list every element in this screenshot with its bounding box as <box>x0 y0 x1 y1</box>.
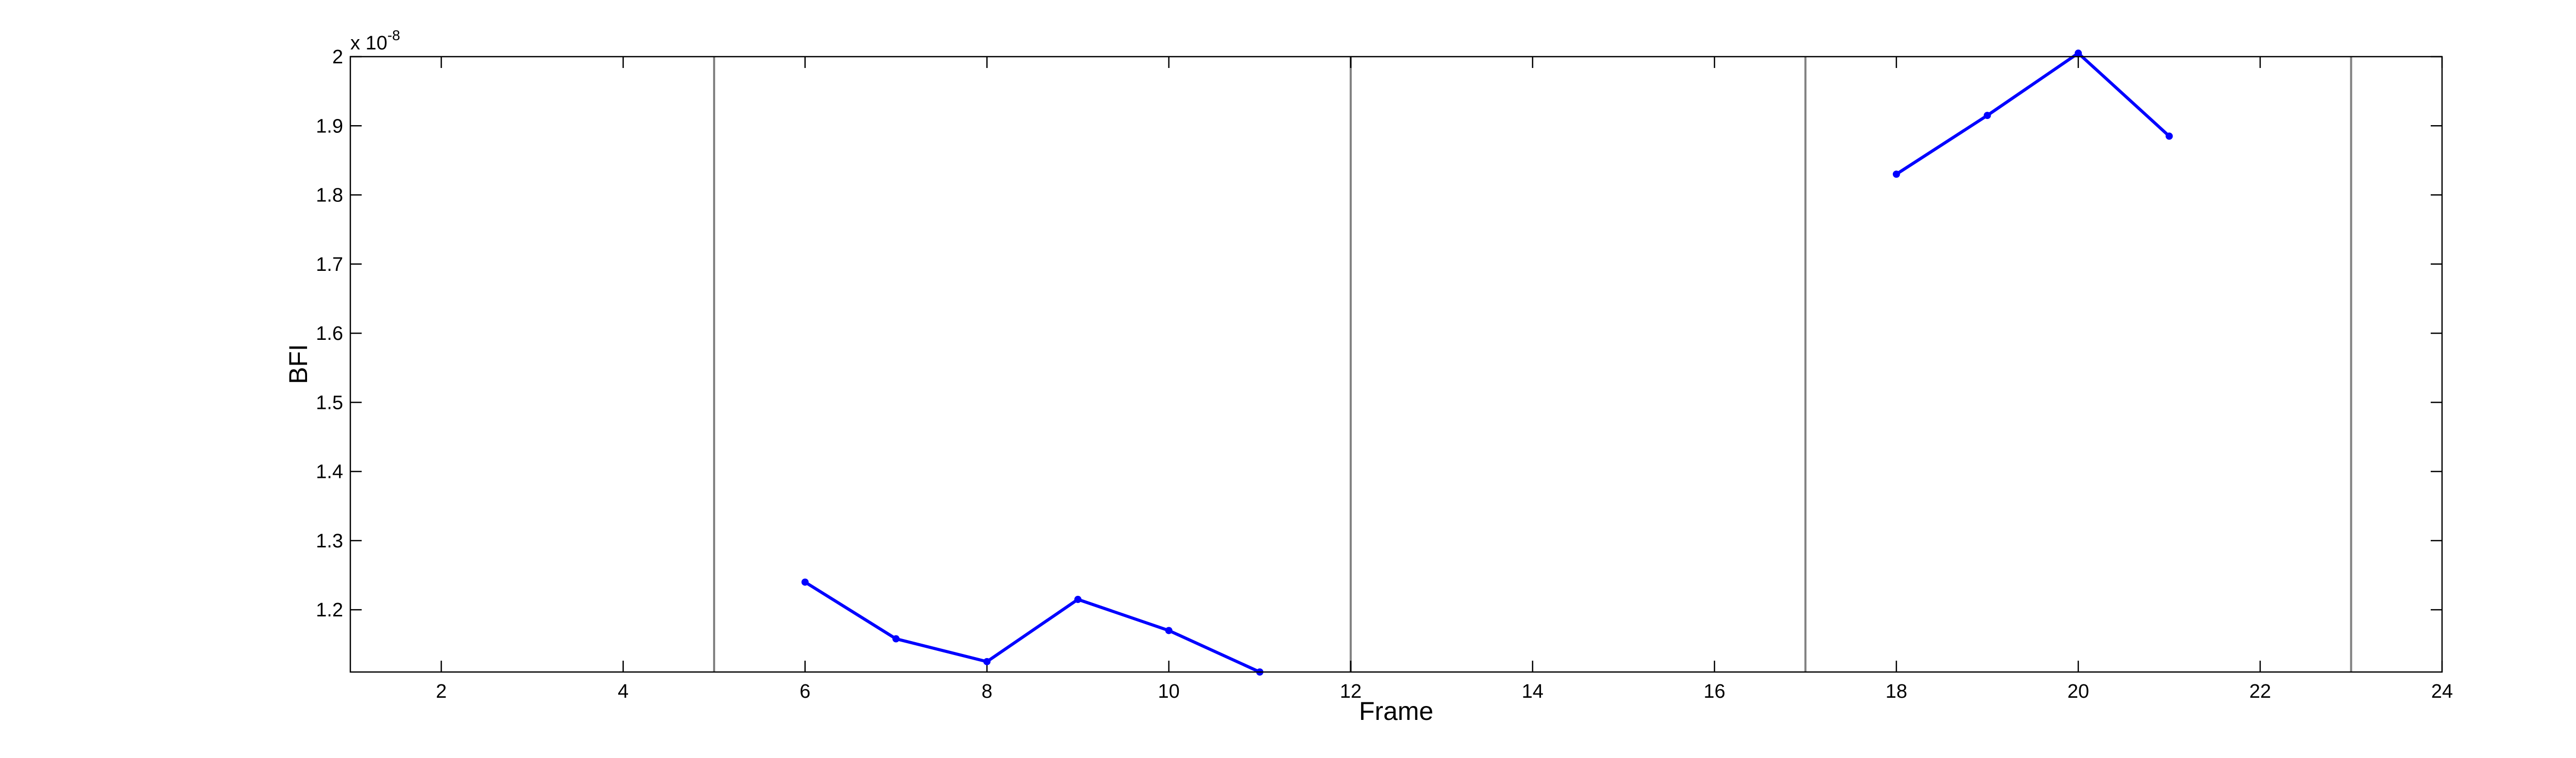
data-point <box>2165 132 2173 140</box>
data-point <box>2074 49 2082 57</box>
series-line <box>1895 51 2171 176</box>
y-tick-label: 1.8 <box>316 185 343 206</box>
y-axis-label: BFI <box>284 344 313 384</box>
vertical-divider-lines <box>713 57 2352 672</box>
plot-area-background <box>350 57 2442 672</box>
y-tick-label: 1.7 <box>316 254 343 275</box>
y-tick-label: 1.6 <box>316 323 343 344</box>
y-tick-labels: 1.2 1.3 1.4 1.5 1.6 1.7 1.8 1.9 2 <box>316 46 343 621</box>
x-tick-label: 22 <box>2249 681 2271 702</box>
y-tick-label: 1.3 <box>316 530 343 552</box>
x-tick-label: 8 <box>981 681 992 702</box>
y-exponent-power: -8 <box>387 27 400 43</box>
x-tick-labels: 2 4 6 8 10 12 14 16 18 20 22 24 <box>436 681 2453 702</box>
y-exponent-base: x 10 <box>350 32 387 54</box>
y-tick-label: 1.2 <box>316 599 343 621</box>
series-layer <box>801 49 2173 676</box>
y-exponent-label: x 10-8 <box>350 27 400 54</box>
y-tick-label: 2 <box>332 46 343 68</box>
y-tick-label: 1.5 <box>316 392 343 414</box>
x-tick-label: 10 <box>1158 681 1180 702</box>
x-tick-label: 18 <box>1886 681 1907 702</box>
data-point <box>1074 596 1082 604</box>
data-point <box>1984 112 1991 119</box>
data-point <box>1165 627 1173 634</box>
x-tick-label: 24 <box>2431 681 2453 702</box>
x-tick-label: 12 <box>1340 681 1362 702</box>
data-point <box>983 658 991 665</box>
data-point <box>801 578 809 586</box>
x-tick-label: 14 <box>1522 681 1544 702</box>
x-tick-label: 4 <box>618 681 629 702</box>
x-tick-label: 6 <box>800 681 810 702</box>
series-2 <box>1892 49 2173 178</box>
x-tick-label: 16 <box>1704 681 1725 702</box>
plot-frame <box>349 56 2443 673</box>
y-tick-label: 1.4 <box>316 461 343 483</box>
data-point <box>1892 170 1900 178</box>
axis-ticks <box>350 56 2443 672</box>
series-line <box>804 580 1261 674</box>
x-axis-label: Frame <box>1359 697 1433 726</box>
x-tick-label: 20 <box>2067 681 2089 702</box>
y-tick-label: 1.9 <box>316 115 343 137</box>
data-point <box>892 635 900 643</box>
x-tick-label: 2 <box>436 681 447 702</box>
